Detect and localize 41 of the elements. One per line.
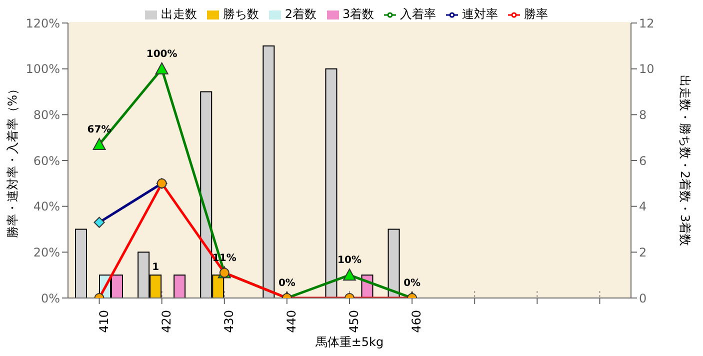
y-tick-label: 80%: [33, 108, 60, 122]
x-tick-label: 410: [96, 310, 111, 333]
y2-tick-label: 10: [639, 62, 654, 76]
data-label: 67%: [87, 124, 112, 136]
y2-tick-label: 12: [639, 16, 654, 30]
data-label: 0%: [278, 278, 296, 289]
bar: [325, 68, 338, 298]
bar: [388, 228, 400, 298]
y2-tick-label: 6: [639, 154, 647, 168]
y2-axis-title: 出走数・勝ち数・2着数・3着数: [678, 74, 692, 246]
y2-tick-label: 4: [639, 200, 647, 214]
y-tick-label: 20%: [33, 245, 60, 260]
x-tick-label: 440: [284, 310, 298, 333]
legend-label: 入着率: [400, 7, 436, 21]
y-tick-label: 100%: [26, 62, 60, 76]
y-tick-label: 120%: [26, 16, 60, 30]
bar: [262, 45, 275, 298]
y2-tick-label: 2: [639, 245, 647, 260]
x-tick-label: 420: [159, 310, 174, 333]
data-label: 100%: [146, 48, 178, 60]
data-label: 1: [152, 262, 160, 274]
legend-label: 出走数: [160, 7, 197, 21]
bar: [174, 274, 186, 298]
legend-label: 勝率: [524, 7, 548, 21]
y2-tick-label: 8: [639, 108, 647, 122]
y-tick-label: 40%: [33, 200, 60, 214]
y-tick-label: 60%: [33, 154, 60, 168]
x-tick-label: 460: [410, 310, 424, 333]
x-tick-label: 450: [347, 310, 362, 333]
x-axis-title: 馬体重±5kg: [314, 335, 384, 349]
legend-label: 連対率: [462, 7, 498, 21]
y-axis-title: 勝率・連対率・入着率（%）: [5, 82, 20, 238]
data-label: 0%: [404, 278, 421, 289]
legend-label: 3着数: [342, 7, 374, 21]
data-label: 10%: [338, 255, 362, 266]
legend-label: 勝ち数: [222, 7, 259, 21]
y2-tick-label: 0: [639, 291, 647, 306]
x-tick-label: 430: [222, 310, 236, 333]
legend-label: 2着数: [284, 7, 316, 21]
y-tick-label: 0%: [40, 291, 60, 306]
bar: [75, 228, 88, 298]
